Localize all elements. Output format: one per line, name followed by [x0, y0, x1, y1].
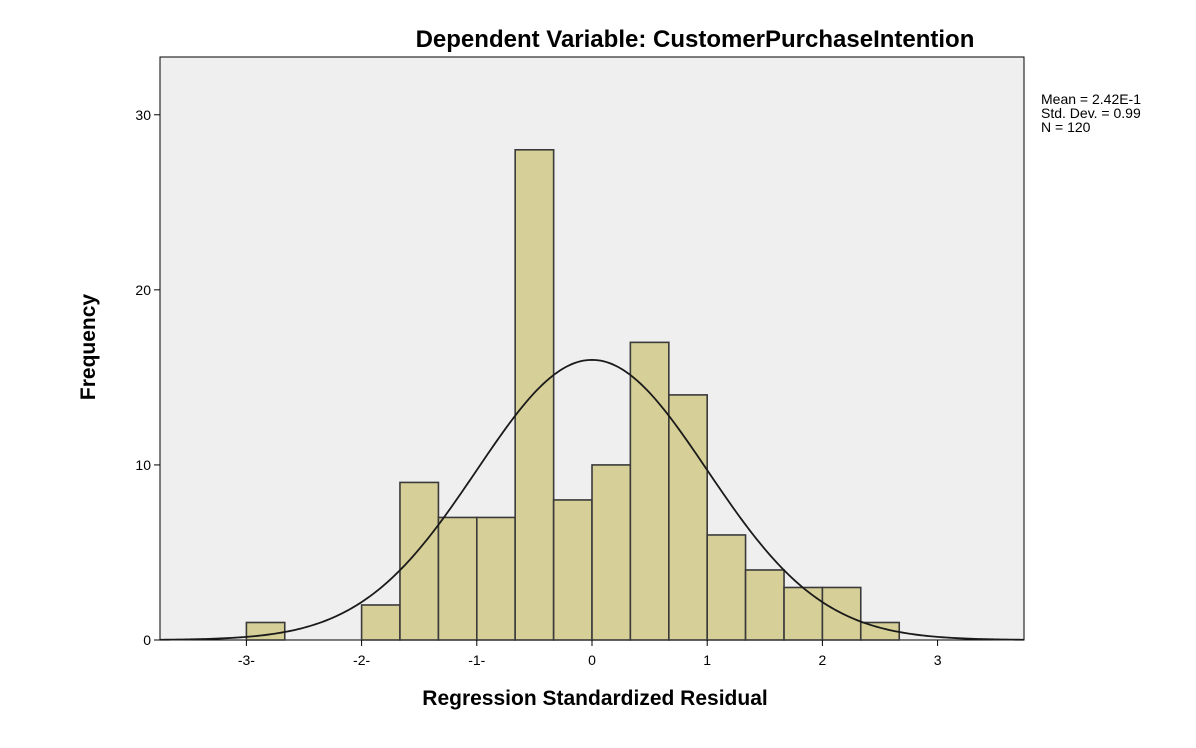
- stats-mean: Mean = 2.42E-1: [1041, 91, 1141, 107]
- x-tick-label-4: 1: [703, 652, 711, 668]
- stats-box: Mean = 2.42E-1 Std. Dev. = 0.99 N = 120: [1041, 91, 1141, 135]
- histogram-bar-8: [629, 341, 670, 641]
- histogram-bar-6: [552, 499, 593, 641]
- y-tick-label-1: 10: [135, 457, 151, 473]
- histogram-bar-12: [783, 586, 824, 641]
- histogram-bar-10: [706, 534, 747, 641]
- histogram-bar-4: [475, 516, 516, 641]
- axes-layer: 0 10 20 30 -3- -2- -1- 0 1 2 3: [135, 107, 941, 668]
- histogram-bar-2: [399, 481, 440, 641]
- y-tick-label-3: 30: [135, 107, 151, 123]
- x-tick-label-6: 3: [934, 652, 942, 668]
- histogram-bar-3: [437, 516, 478, 641]
- y-axis-label: Frequency: [77, 294, 100, 401]
- chart-subtitle: Dependent Variable: CustomerPurchaseInte…: [416, 26, 975, 53]
- histogram-bar-0: [245, 621, 286, 641]
- y-tick-label-2: 20: [135, 282, 151, 298]
- histogram-bar-11: [744, 569, 785, 641]
- histogram-bar-1: [360, 604, 401, 641]
- histogram-bar-5: [514, 148, 555, 641]
- histogram-bar-9: [668, 394, 708, 641]
- y-tick-label-0: 0: [143, 632, 151, 648]
- stats-std-dev: Std. Dev. = 0.99: [1041, 105, 1141, 121]
- x-axis-label: Regression Standardized Residual: [422, 687, 767, 710]
- x-tick-label-0: -3-: [238, 652, 255, 668]
- x-tick-label-5: 2: [819, 652, 827, 668]
- normal-curve: [159, 358, 1025, 641]
- histogram-bar-7: [591, 464, 632, 641]
- x-tick-label-2: -1-: [468, 652, 485, 668]
- x-tick-label-1: -2-: [353, 652, 370, 668]
- x-tick-label-3: 0: [588, 652, 596, 668]
- stats-n: N = 120: [1041, 119, 1091, 135]
